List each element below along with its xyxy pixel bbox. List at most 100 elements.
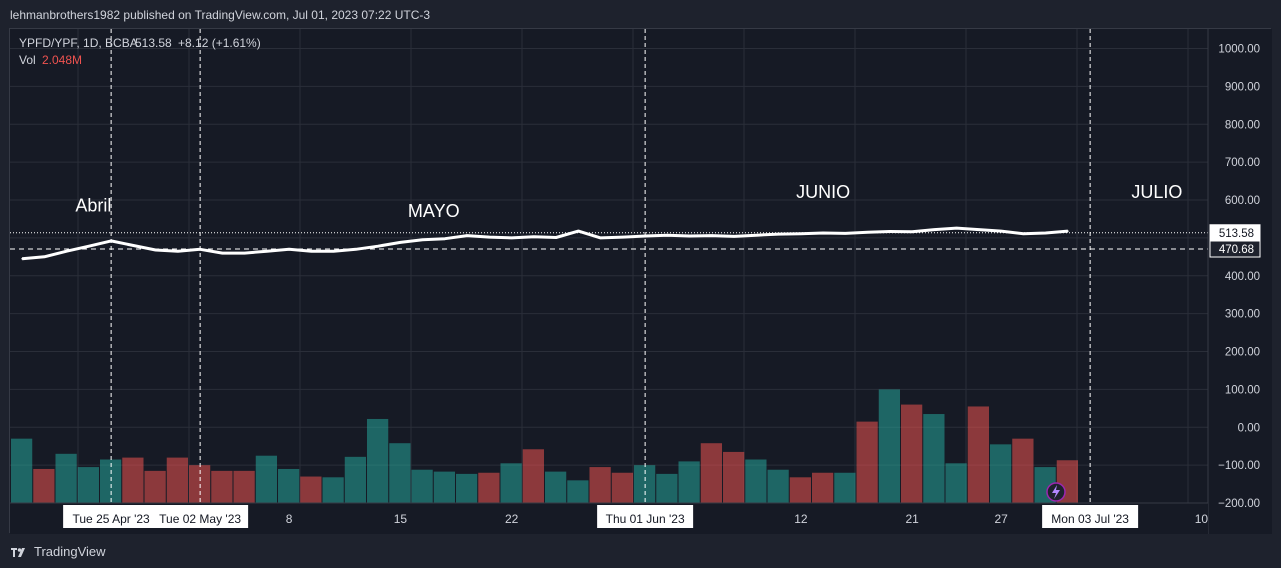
price-point <box>844 232 847 235</box>
volume-bar <box>945 463 967 507</box>
x-highlight-box <box>1042 505 1139 528</box>
volume-bar <box>100 459 122 507</box>
volume-bar <box>300 476 322 507</box>
price-point <box>199 248 201 251</box>
x-highlight-label: Tue 25 Apr '23 <box>73 512 151 526</box>
price-point <box>132 244 135 247</box>
x-highlight-box <box>597 505 694 528</box>
y-tick-label: 700.00 <box>1225 157 1260 169</box>
volume-bar <box>678 461 700 507</box>
legend-symbol: YPFD/YPF, 1D, BCBA <box>19 36 138 50</box>
volume-bar <box>700 443 722 507</box>
price-point <box>955 227 958 229</box>
footer: TradingView <box>10 544 106 559</box>
volume-bar <box>789 477 811 507</box>
price-point <box>533 235 535 238</box>
footer-brand: TradingView <box>34 544 106 559</box>
x-axis[interactable]: 8 15 22 12 21 27 10 Tue 25 Apr '23 Tue 02 May '2… <box>10 502 1208 534</box>
price-point <box>688 235 691 237</box>
annotation-label: MAYO <box>408 201 460 221</box>
price-point <box>399 241 402 244</box>
volume-bar <box>500 463 522 507</box>
price-point <box>666 234 669 237</box>
price-label-box <box>1209 240 1261 258</box>
legend-vol-value: 2.048M <box>42 53 82 67</box>
price-point <box>622 236 624 238</box>
price-point <box>510 237 513 239</box>
volume-bar <box>11 438 33 507</box>
price-point <box>555 236 557 239</box>
legend-last: 513.58 <box>135 36 172 50</box>
volume-bar <box>144 470 166 507</box>
volume-bar <box>122 457 144 507</box>
price-point <box>889 230 891 233</box>
price-line-series <box>21 226 1069 261</box>
price-point <box>177 250 179 252</box>
volume-bars <box>11 389 1078 507</box>
volume-bar <box>478 472 500 507</box>
price-point <box>21 257 23 260</box>
price-point <box>1000 230 1002 232</box>
volume-bar <box>278 468 300 507</box>
volume-bar <box>522 449 544 507</box>
volume-bar <box>255 455 277 507</box>
price-label: 513.58 <box>1219 228 1254 240</box>
volume-bar <box>656 473 678 507</box>
annotation-label: JULIO <box>1131 182 1182 202</box>
volume-bar <box>1012 438 1034 507</box>
volume-bar <box>456 473 478 507</box>
x-highlight-label: Tue 02 May '23 <box>159 512 241 526</box>
volume-bar <box>990 444 1012 507</box>
volume-bar <box>55 453 77 507</box>
price-point <box>1044 232 1047 234</box>
price-point <box>88 245 90 248</box>
y-axis[interactable]: 1000.00900.00800.00700.00600.00500.00400… <box>1207 29 1272 534</box>
price-point <box>154 249 157 251</box>
x-highlight-box <box>63 505 160 528</box>
y-tick-label: 100.00 <box>1225 384 1260 396</box>
price-point <box>644 235 646 237</box>
price-point <box>355 248 357 251</box>
y-tick-label: 300.00 <box>1225 309 1260 321</box>
price-point <box>933 228 936 231</box>
price-point <box>332 250 335 252</box>
y-tick-label: 200.00 <box>1225 347 1260 359</box>
y-tick-label: 800.00 <box>1225 119 1260 131</box>
alert-icon[interactable] <box>1046 482 1066 502</box>
price-point <box>310 250 313 252</box>
price-point <box>822 232 824 234</box>
volume-bar <box>878 389 900 507</box>
price-point <box>599 237 602 239</box>
publisher-header: lehmanbrothers1982 published on TradingV… <box>10 8 431 22</box>
price-label: 470.68 <box>1219 244 1254 256</box>
price-point <box>421 238 424 241</box>
x-highlight-box <box>152 505 249 528</box>
y-tick-label: 0.00 <box>1238 422 1260 434</box>
price-point <box>43 256 46 258</box>
annotations: Abril MAYO JUNIO JULIO <box>75 182 1182 221</box>
x-highlight-label: Mon 03 Jul '23 <box>1051 512 1129 526</box>
price-point <box>65 250 68 252</box>
y-axis-background <box>1208 29 1272 534</box>
x-tick-label: 27 <box>994 512 1008 526</box>
x-tick-label: 21 <box>905 512 919 526</box>
y-tick-label: 1000.00 <box>1218 44 1260 56</box>
price-point <box>466 234 468 237</box>
annotation-label: Abril <box>75 195 111 215</box>
volume-bar <box>923 414 945 507</box>
price-chart[interactable]: Abril MAYO JUNIO JULIO 1000.00 900.00 800.00 7… <box>10 29 1272 534</box>
legend: YPFD/YPF, 1D, BCBA 513.58 +8.12 (+1.61%)… <box>19 36 261 67</box>
price-point <box>444 237 446 240</box>
chart-frame[interactable]: Abril MAYO JUNIO JULIO 1000.00 900.00 800.00 7… <box>9 28 1272 534</box>
vertical-markers <box>110 29 1091 503</box>
price-point <box>221 252 224 254</box>
legend-vol-label: Vol <box>19 53 36 67</box>
price-point <box>866 231 869 234</box>
volume-bar <box>344 456 366 507</box>
y-tick-label: 900.00 <box>1225 81 1260 93</box>
y-tick-label: −200.00 <box>1218 498 1260 510</box>
volume-bar <box>834 472 856 507</box>
annotation-label: JUNIO <box>796 182 850 202</box>
volume-bar <box>166 457 188 507</box>
x-highlight-label: Thu 01 Jun '23 <box>606 512 685 526</box>
